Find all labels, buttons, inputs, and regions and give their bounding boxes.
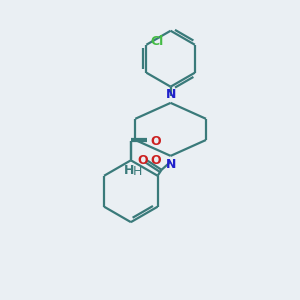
Text: H: H — [132, 165, 142, 178]
Text: O: O — [151, 135, 161, 148]
Text: N: N — [165, 158, 176, 171]
Text: H: H — [124, 164, 135, 177]
Text: Cl: Cl — [151, 35, 164, 48]
Text: O: O — [137, 154, 148, 167]
Text: N: N — [165, 88, 176, 101]
Text: O: O — [150, 154, 161, 166]
